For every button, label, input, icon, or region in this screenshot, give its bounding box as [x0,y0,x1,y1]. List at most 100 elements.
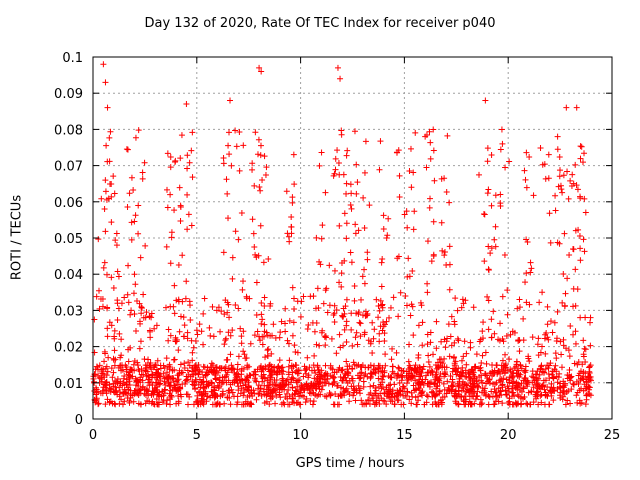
data-point [343,318,350,325]
data-point [453,400,460,407]
data-point [139,305,146,312]
data-point [497,146,504,153]
data-point [211,390,218,397]
data-point [181,360,188,367]
data-point [537,144,544,151]
data-point [111,327,118,334]
data-point [138,304,145,311]
data-point [253,396,260,403]
data-point [459,369,466,376]
data-point [354,341,361,348]
data-point [410,382,417,389]
data-point [563,104,570,111]
data-point [108,322,115,329]
data-point [284,376,291,383]
data-point [378,283,385,290]
data-point [265,256,272,263]
data-point [345,388,352,395]
data-point [103,363,110,370]
data-point [338,283,345,290]
data-point [121,386,128,393]
data-point [485,401,492,408]
data-point [411,208,418,215]
data-point [186,159,193,166]
data-point [257,142,264,149]
data-point [200,363,207,370]
data-point [491,386,498,393]
data-point [181,322,188,329]
data-point [427,155,434,162]
data-point [142,314,149,321]
data-point [224,356,231,363]
data-point [123,366,130,373]
data-point [458,357,465,364]
data-point [312,369,319,376]
data-point [484,145,491,152]
data-point [523,270,530,277]
data-point [200,341,207,348]
data-point [462,388,469,395]
data-point [396,387,403,394]
data-point [199,398,206,405]
data-point [157,380,164,387]
data-point [434,359,441,366]
data-point [135,379,142,386]
data-point [250,230,257,237]
data-point [233,401,240,408]
data-point [235,305,242,312]
data-point [395,313,402,320]
data-point [484,293,491,300]
data-point [132,281,139,288]
data-point [433,318,440,325]
data-point [221,311,228,318]
data-point [148,391,155,398]
data-point [414,401,421,408]
data-point [257,187,264,194]
data-point [397,289,404,296]
data-point [377,138,384,145]
data-point [422,133,429,140]
data-point [375,375,382,382]
data-point [131,271,138,278]
data-point [277,329,284,336]
data-point [538,362,545,369]
data-point [575,358,582,365]
data-point [352,221,359,228]
data-point [104,104,111,111]
data-point [520,384,527,391]
data-point [346,398,353,405]
data-point [488,152,495,159]
data-point [489,362,496,369]
y-tick-label: 0.01 [54,377,83,392]
data-point [523,184,530,191]
data-point [101,358,108,365]
data-point [101,386,108,393]
data-point [411,373,418,380]
data-point [214,393,221,400]
data-point [112,401,119,408]
data-point [516,348,523,355]
data-point [570,381,577,388]
data-point [579,361,586,368]
data-point [572,266,579,273]
data-point [273,392,280,399]
data-point [107,180,114,187]
data-point [93,293,100,300]
data-point [220,249,227,256]
data-point [175,347,182,354]
data-point [344,366,351,373]
data-point [153,322,160,329]
data-point [452,367,459,374]
data-point [289,194,296,201]
data-point [171,310,178,317]
data-point [499,293,506,300]
data-point [118,367,125,374]
data-point [488,202,495,209]
data-point [550,384,557,391]
data-point [102,228,109,235]
data-point [432,376,439,383]
data-point [283,188,290,195]
data-point [91,316,98,323]
data-point [504,287,511,294]
data-point [296,401,303,408]
